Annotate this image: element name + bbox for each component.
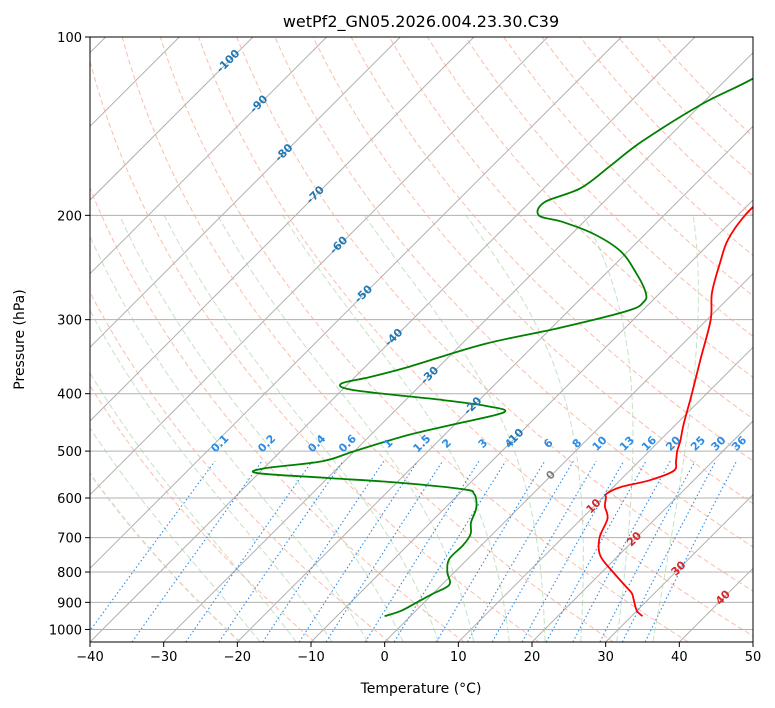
dry-adiabat xyxy=(90,384,316,642)
mixing-ratio-line xyxy=(545,460,647,642)
mixing-ratio-line xyxy=(90,460,216,632)
moist-adiabat xyxy=(363,215,546,642)
moist-adiabat xyxy=(90,371,297,642)
dewpoint-profile-line xyxy=(251,77,753,618)
mixing-ratio-line xyxy=(298,460,419,642)
isotherm-gridline xyxy=(236,125,753,642)
x-tick-label: 20 xyxy=(524,650,541,665)
x-tick-label: −10 xyxy=(297,650,324,665)
chart-title: wetPf2_GN05.2026.004.23.30.C39 xyxy=(283,12,559,32)
moist-adiabat xyxy=(282,215,510,642)
dry-adiabat xyxy=(350,37,753,462)
dry-adiabat xyxy=(236,37,753,592)
dry-adiabat xyxy=(503,37,753,297)
isotherm-gridline xyxy=(384,272,753,642)
isotherm-gridline xyxy=(457,346,753,642)
y-tick-label: 100 xyxy=(57,31,82,46)
y-tick-label: 500 xyxy=(57,445,82,460)
mixing-ratio-line xyxy=(644,460,737,642)
moist-adiabat xyxy=(90,427,261,642)
y-tick-label: 800 xyxy=(57,566,82,581)
isotherm-gridline xyxy=(605,493,753,642)
y-axis: 100 200 300 400 500 600 700 800 900 1000 xyxy=(49,31,90,638)
y-tick-label: 400 xyxy=(57,388,82,403)
y-tick-label: 200 xyxy=(57,209,82,224)
mixing-ratio-line xyxy=(262,460,385,642)
isotherm-gridline xyxy=(310,199,753,642)
dry-adiabat xyxy=(159,37,689,642)
dry-adiabat xyxy=(274,37,753,548)
isotherm-gridline xyxy=(531,420,753,642)
mixing-ratio-line xyxy=(621,460,717,642)
temperature-profile-line xyxy=(597,205,753,617)
moist-adiabat xyxy=(217,215,475,642)
y-tick-label: 900 xyxy=(57,596,82,611)
dry-adiabat xyxy=(90,186,465,642)
x-tick-label: −40 xyxy=(76,650,103,665)
dry-adiabat xyxy=(90,472,241,642)
mixing-ratio-line xyxy=(521,460,625,642)
y-tick-label: 300 xyxy=(57,314,82,329)
x-tick-label: 0 xyxy=(381,650,389,665)
x-tick-label: 50 xyxy=(745,650,762,665)
dry-adiabat xyxy=(121,37,614,642)
background-lines xyxy=(90,37,753,642)
dry-adiabat xyxy=(90,291,390,642)
isotherm-gridline xyxy=(90,37,254,201)
isotherm-gridline xyxy=(90,37,549,496)
moist-adiabat xyxy=(90,235,369,642)
x-tick-label: 10 xyxy=(450,650,467,665)
moist-adiabat xyxy=(465,215,584,642)
mixing-ratio-line xyxy=(325,460,444,642)
isotherm-gridline xyxy=(90,37,401,349)
isotherm-gridline xyxy=(90,37,696,642)
x-tick-label: −20 xyxy=(224,650,251,665)
y-tick-label: 1000 xyxy=(49,623,82,638)
isotherm-gridline xyxy=(90,37,328,275)
mixing-ratio-line xyxy=(572,460,671,642)
x-axis: −40 −30 −20 −10 0 10 20 30 40 50 xyxy=(76,642,761,665)
x-axis-title: Temperature (°C) xyxy=(360,681,482,697)
profiles xyxy=(251,77,753,618)
moist-adiabat xyxy=(119,215,404,642)
moist-adiabat xyxy=(90,309,333,642)
isotherm-gridline xyxy=(90,37,475,422)
moist-adiabat xyxy=(163,215,439,642)
mixing-ratio-line xyxy=(393,460,507,642)
mixing-ratio-line xyxy=(364,460,480,642)
y-axis-title: Pressure (hPa) xyxy=(12,289,28,389)
x-tick-label: 30 xyxy=(597,650,614,665)
moist-adiabat xyxy=(582,215,634,642)
isotherm-gridline xyxy=(90,37,622,570)
dry-adiabat xyxy=(198,37,753,637)
y-tick-label: 600 xyxy=(57,492,82,507)
y-tick-label: 700 xyxy=(57,532,82,547)
x-tick-label: 40 xyxy=(671,650,688,665)
moist-adiabat xyxy=(652,215,699,642)
dry-adiabat xyxy=(90,59,540,642)
x-tick-label: −30 xyxy=(150,650,177,665)
mixing-ratio-line xyxy=(131,460,263,642)
dry-adiabat xyxy=(426,37,753,378)
plot-frame xyxy=(89,36,754,643)
isotherm-gridline xyxy=(163,51,753,642)
mixing-ratio-line xyxy=(599,460,696,642)
